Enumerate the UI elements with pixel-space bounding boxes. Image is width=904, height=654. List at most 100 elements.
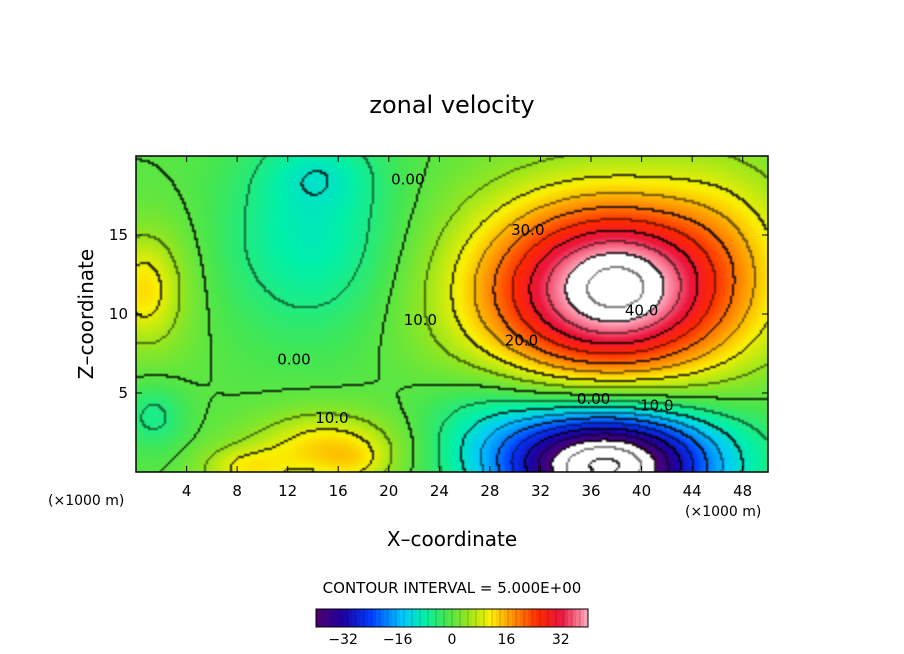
x-axis-label: X–coordinate xyxy=(387,527,517,551)
velocity-field xyxy=(136,156,768,472)
colorbar-cell xyxy=(344,609,349,627)
colorbar-cell xyxy=(320,609,325,627)
contour-label: 20.0 xyxy=(505,332,538,350)
x-tick-label: 16 xyxy=(329,482,348,500)
contour-label: 30.0 xyxy=(511,221,544,239)
x-tick-label: 24 xyxy=(430,482,449,500)
contour-label: 10.0 xyxy=(640,396,673,414)
contour-interval: CONTOUR INTERVAL = 5.000E+00 xyxy=(323,579,582,597)
x-axis-unit-left: (×1000 m) xyxy=(48,493,124,509)
colorbar-cell xyxy=(424,609,429,627)
y-tick-label: 5 xyxy=(118,384,128,402)
colorbar-tick-label: −32 xyxy=(328,632,358,648)
colorbar-cell xyxy=(580,609,585,627)
x-tick-label: 8 xyxy=(232,482,242,500)
colorbar-cell xyxy=(360,609,365,627)
colorbar-cell xyxy=(372,609,377,627)
colorbar-cell xyxy=(436,609,441,627)
colorbar-cell xyxy=(564,609,569,627)
x-tick-label: 36 xyxy=(581,482,600,500)
colorbar-cell xyxy=(416,609,421,627)
colorbar-cell xyxy=(508,609,513,627)
colorbar: −32 −16 0 16 32 xyxy=(315,608,589,648)
x-tick-label: 44 xyxy=(683,482,702,500)
colorbar-cell xyxy=(504,609,509,627)
colorbar-cell xyxy=(496,609,501,627)
colorbar-tick-label: −16 xyxy=(383,632,413,648)
colorbar-cell xyxy=(352,609,357,627)
colorbar-cell xyxy=(340,609,345,627)
contour-labels: 0.00 30.0 10.0 20.0 40.0 0.00 0.00 10.0 10.0 xyxy=(277,170,673,427)
colorbar-cell xyxy=(316,609,321,627)
colorbar-cell xyxy=(440,609,445,627)
colorbar-cell xyxy=(324,609,329,627)
colorbar-cell xyxy=(452,609,457,627)
chart-title: zonal velocity xyxy=(369,91,534,119)
x-tick-label: 48 xyxy=(733,482,752,500)
colorbar-cell xyxy=(552,609,557,627)
x-tick-label: 4 xyxy=(182,482,192,500)
y-tick-label: 10 xyxy=(109,305,128,323)
colorbar-cell xyxy=(568,609,573,627)
y-tick-label: 15 xyxy=(109,226,128,244)
colorbar-cell xyxy=(548,609,553,627)
colorbar-cell xyxy=(488,609,493,627)
colorbar-cell xyxy=(376,609,381,627)
colorbar-cell xyxy=(428,609,433,627)
colorbar-cell xyxy=(556,609,561,627)
colorbar-cell xyxy=(448,609,453,627)
colorbar-cell xyxy=(384,609,389,627)
colorbar-cell xyxy=(492,609,497,627)
x-tick-label: 12 xyxy=(278,482,297,500)
colorbar-cell xyxy=(336,609,341,627)
colorbar-cell xyxy=(528,609,533,627)
colorbar-cell xyxy=(576,609,581,627)
colorbar-cell xyxy=(500,609,505,627)
x-tick-label: 20 xyxy=(379,482,398,500)
colorbar-cell xyxy=(456,609,461,627)
colorbar-cell xyxy=(540,609,545,627)
colorbar-cell xyxy=(484,609,489,627)
contour-label: 10.0 xyxy=(315,409,348,427)
colorbar-cell xyxy=(420,609,425,627)
colorbar-cell xyxy=(520,609,525,627)
colorbar-tick-label: 0 xyxy=(448,632,457,648)
colorbar-cell xyxy=(536,609,541,627)
colorbar-ticks: −32 −16 0 16 32 xyxy=(328,632,569,648)
colorbar-tick-label: 32 xyxy=(552,632,570,648)
contour-label: 0.00 xyxy=(391,170,424,188)
colorbar-cell xyxy=(412,609,417,627)
colorbar-cell xyxy=(328,609,333,627)
colorbar-cell xyxy=(480,609,485,627)
colorbar-cell xyxy=(332,609,337,627)
colorbar-cell xyxy=(460,609,465,627)
contour-label: 0.00 xyxy=(277,351,310,369)
colorbar-cell xyxy=(388,609,393,627)
contour-label: 40.0 xyxy=(625,302,658,320)
colorbar-cell xyxy=(432,609,437,627)
colorbar-cell xyxy=(348,609,353,627)
colorbar-cell xyxy=(532,609,537,627)
x-axis-unit-right: (×1000 m) xyxy=(685,504,761,520)
colorbar-cell xyxy=(392,609,397,627)
colorbar-cell xyxy=(560,609,565,627)
y-axis-label: Z–coordinate xyxy=(74,249,98,379)
colorbar-cell xyxy=(524,609,529,627)
colorbar-cell xyxy=(444,609,449,627)
x-tick-label: 32 xyxy=(531,482,550,500)
colorbar-cell xyxy=(572,609,577,627)
colorbar-frame xyxy=(315,608,589,628)
colorbar-cell xyxy=(380,609,385,627)
colorbar-cell xyxy=(544,609,549,627)
contour-label: 10.0 xyxy=(404,311,437,329)
colorbar-cell xyxy=(356,609,361,627)
colorbar-cell xyxy=(516,609,521,627)
x-tick-label: 28 xyxy=(480,482,499,500)
colorbar-cells xyxy=(316,609,589,627)
colorbar-cell xyxy=(408,609,413,627)
colorbar-cell xyxy=(396,609,401,627)
contour-label: 0.00 xyxy=(577,390,610,408)
